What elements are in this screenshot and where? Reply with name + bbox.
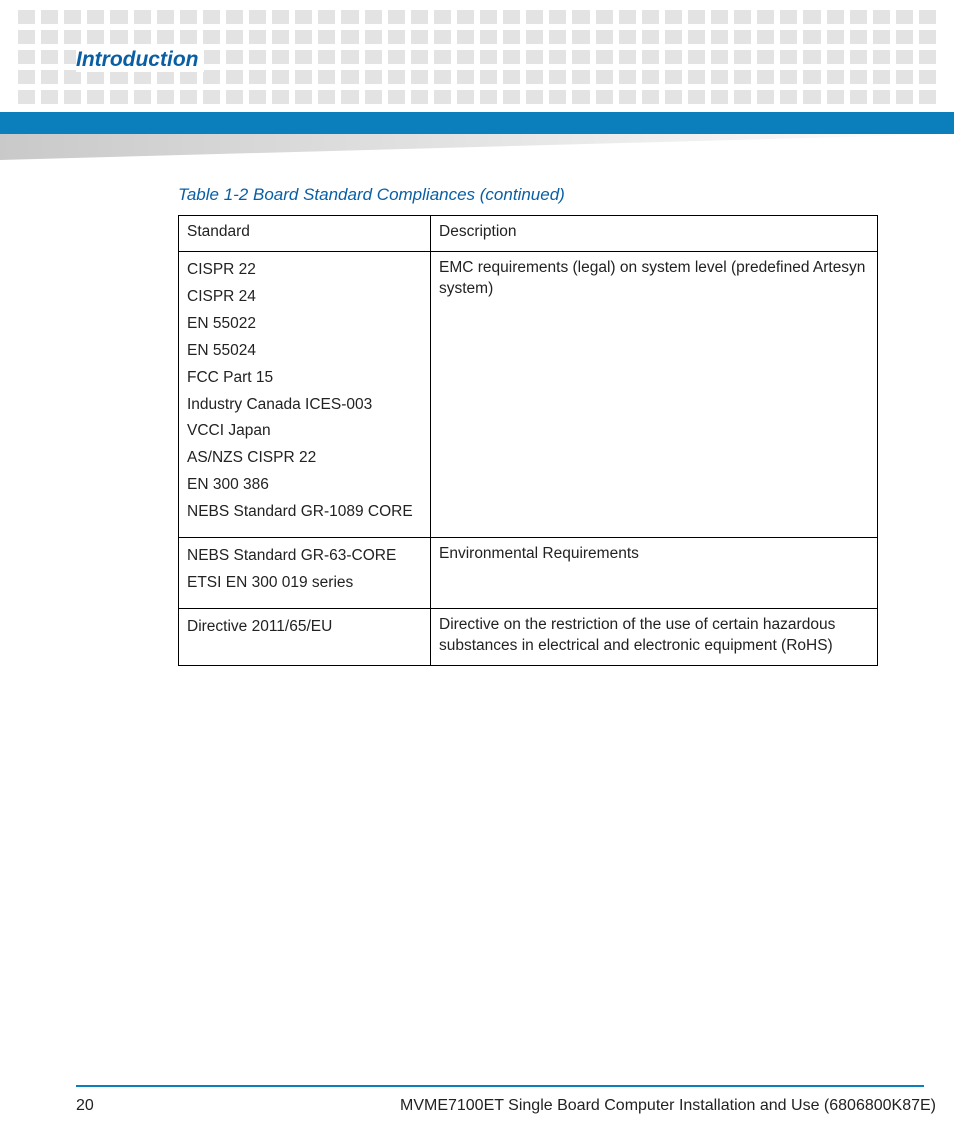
standard-item: ETSI EN 300 019 series [187, 573, 422, 594]
table-body: CISPR 22 CISPR 24 EN 55022 EN 55024 FCC Part… [179, 251, 878, 665]
standard-item: EN 55024 [187, 341, 422, 362]
header-blue-bar [0, 112, 954, 134]
table-header-description: Description [431, 216, 878, 252]
table-row: Directive 2011/65/EU Directive on the res… [179, 608, 878, 665]
header-squares-row [18, 90, 936, 104]
cell-standard: CISPR 22 CISPR 24 EN 55022 EN 55024 FCC Part… [179, 251, 431, 537]
header-squares-row [18, 70, 936, 84]
cell-description: Environmental Requirements [431, 538, 878, 609]
header-squares-row [18, 30, 936, 44]
standard-item: NEBS Standard GR-63-CORE [187, 546, 422, 567]
footer-doc-title: MVME7100ET Single Board Computer Install… [400, 1097, 936, 1115]
table-row: NEBS Standard GR-63-CORE ETSI EN 300 019 … [179, 538, 878, 609]
standard-item: AS/NZS CISPR 22 [187, 448, 422, 469]
cell-description: EMC requirements (legal) on system level… [431, 251, 878, 537]
footer-rule [76, 1085, 924, 1087]
standard-item: Directive 2011/65/EU [187, 617, 422, 638]
page-number: 20 [76, 1097, 94, 1115]
section-title: Introduction [76, 48, 204, 72]
standard-item: CISPR 24 [187, 287, 422, 308]
content-area: Table 1-2 Board Standard Compliances (co… [178, 185, 878, 666]
standard-item: CISPR 22 [187, 260, 422, 281]
table-caption: Table 1-2 Board Standard Compliances (co… [178, 185, 878, 205]
compliance-table: Standard Description CISPR 22 CISPR 24 EN … [178, 215, 878, 666]
page: Introduction Table 1-2 Board Standard Co… [0, 0, 954, 1145]
standard-item: VCCI Japan [187, 421, 422, 442]
table-header-standard: Standard [179, 216, 431, 252]
cell-description: Directive on the restriction of the use … [431, 608, 878, 665]
standard-item: Industry Canada ICES-003 [187, 395, 422, 416]
table-row: CISPR 22 CISPR 24 EN 55022 EN 55024 FCC Part… [179, 251, 878, 537]
standard-item: FCC Part 15 [187, 368, 422, 389]
cell-standard: NEBS Standard GR-63-CORE ETSI EN 300 019 … [179, 538, 431, 609]
header-wedge [0, 134, 954, 160]
header-squares-row [18, 10, 936, 24]
cell-standard: Directive 2011/65/EU [179, 608, 431, 665]
table-header-row: Standard Description [179, 216, 878, 252]
standard-item: EN 55022 [187, 314, 422, 335]
standard-item: EN 300 386 [187, 475, 422, 496]
standard-item: NEBS Standard GR-1089 CORE [187, 502, 422, 523]
